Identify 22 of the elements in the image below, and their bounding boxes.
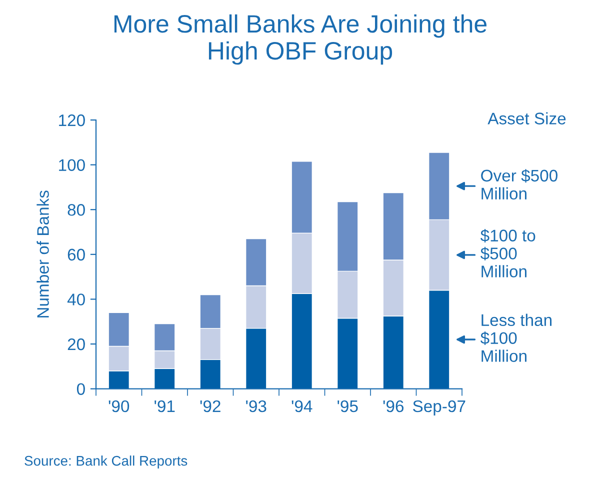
x-tick-label: '96	[383, 400, 404, 412]
series-label: $100 to $500 Million	[480, 228, 536, 278]
source-note: Source: Bank Call Reports	[24, 456, 188, 468]
y-tick-label: 80	[68, 204, 85, 216]
x-tick-label: '94	[292, 400, 312, 412]
y-tick-label: 0	[76, 383, 85, 396]
chart-title: More Small Banks Are Joining the High OBF Group	[114, 14, 486, 65]
series-label: Less than $100 Million	[480, 314, 552, 362]
series-label: Over $500 Million	[481, 169, 558, 200]
y-tick-label: 20	[68, 338, 85, 350]
x-tick-label: '91	[154, 400, 175, 412]
x-tick-label: Sep-97	[413, 400, 466, 416]
y-tick-label: 100	[59, 159, 85, 172]
y-axis-title: Number of Banks	[36, 190, 49, 318]
x-tick-label: '93	[246, 400, 266, 412]
x-tick-label: '95	[338, 400, 358, 412]
x-tick-label: '92	[200, 400, 220, 412]
y-tick-label: 120	[59, 114, 85, 126]
x-tick-label: '90	[108, 400, 130, 412]
y-tick-label: 40	[67, 294, 85, 306]
legend-title: Asset Size	[488, 112, 566, 124]
y-tick-label: 60	[68, 248, 85, 261]
